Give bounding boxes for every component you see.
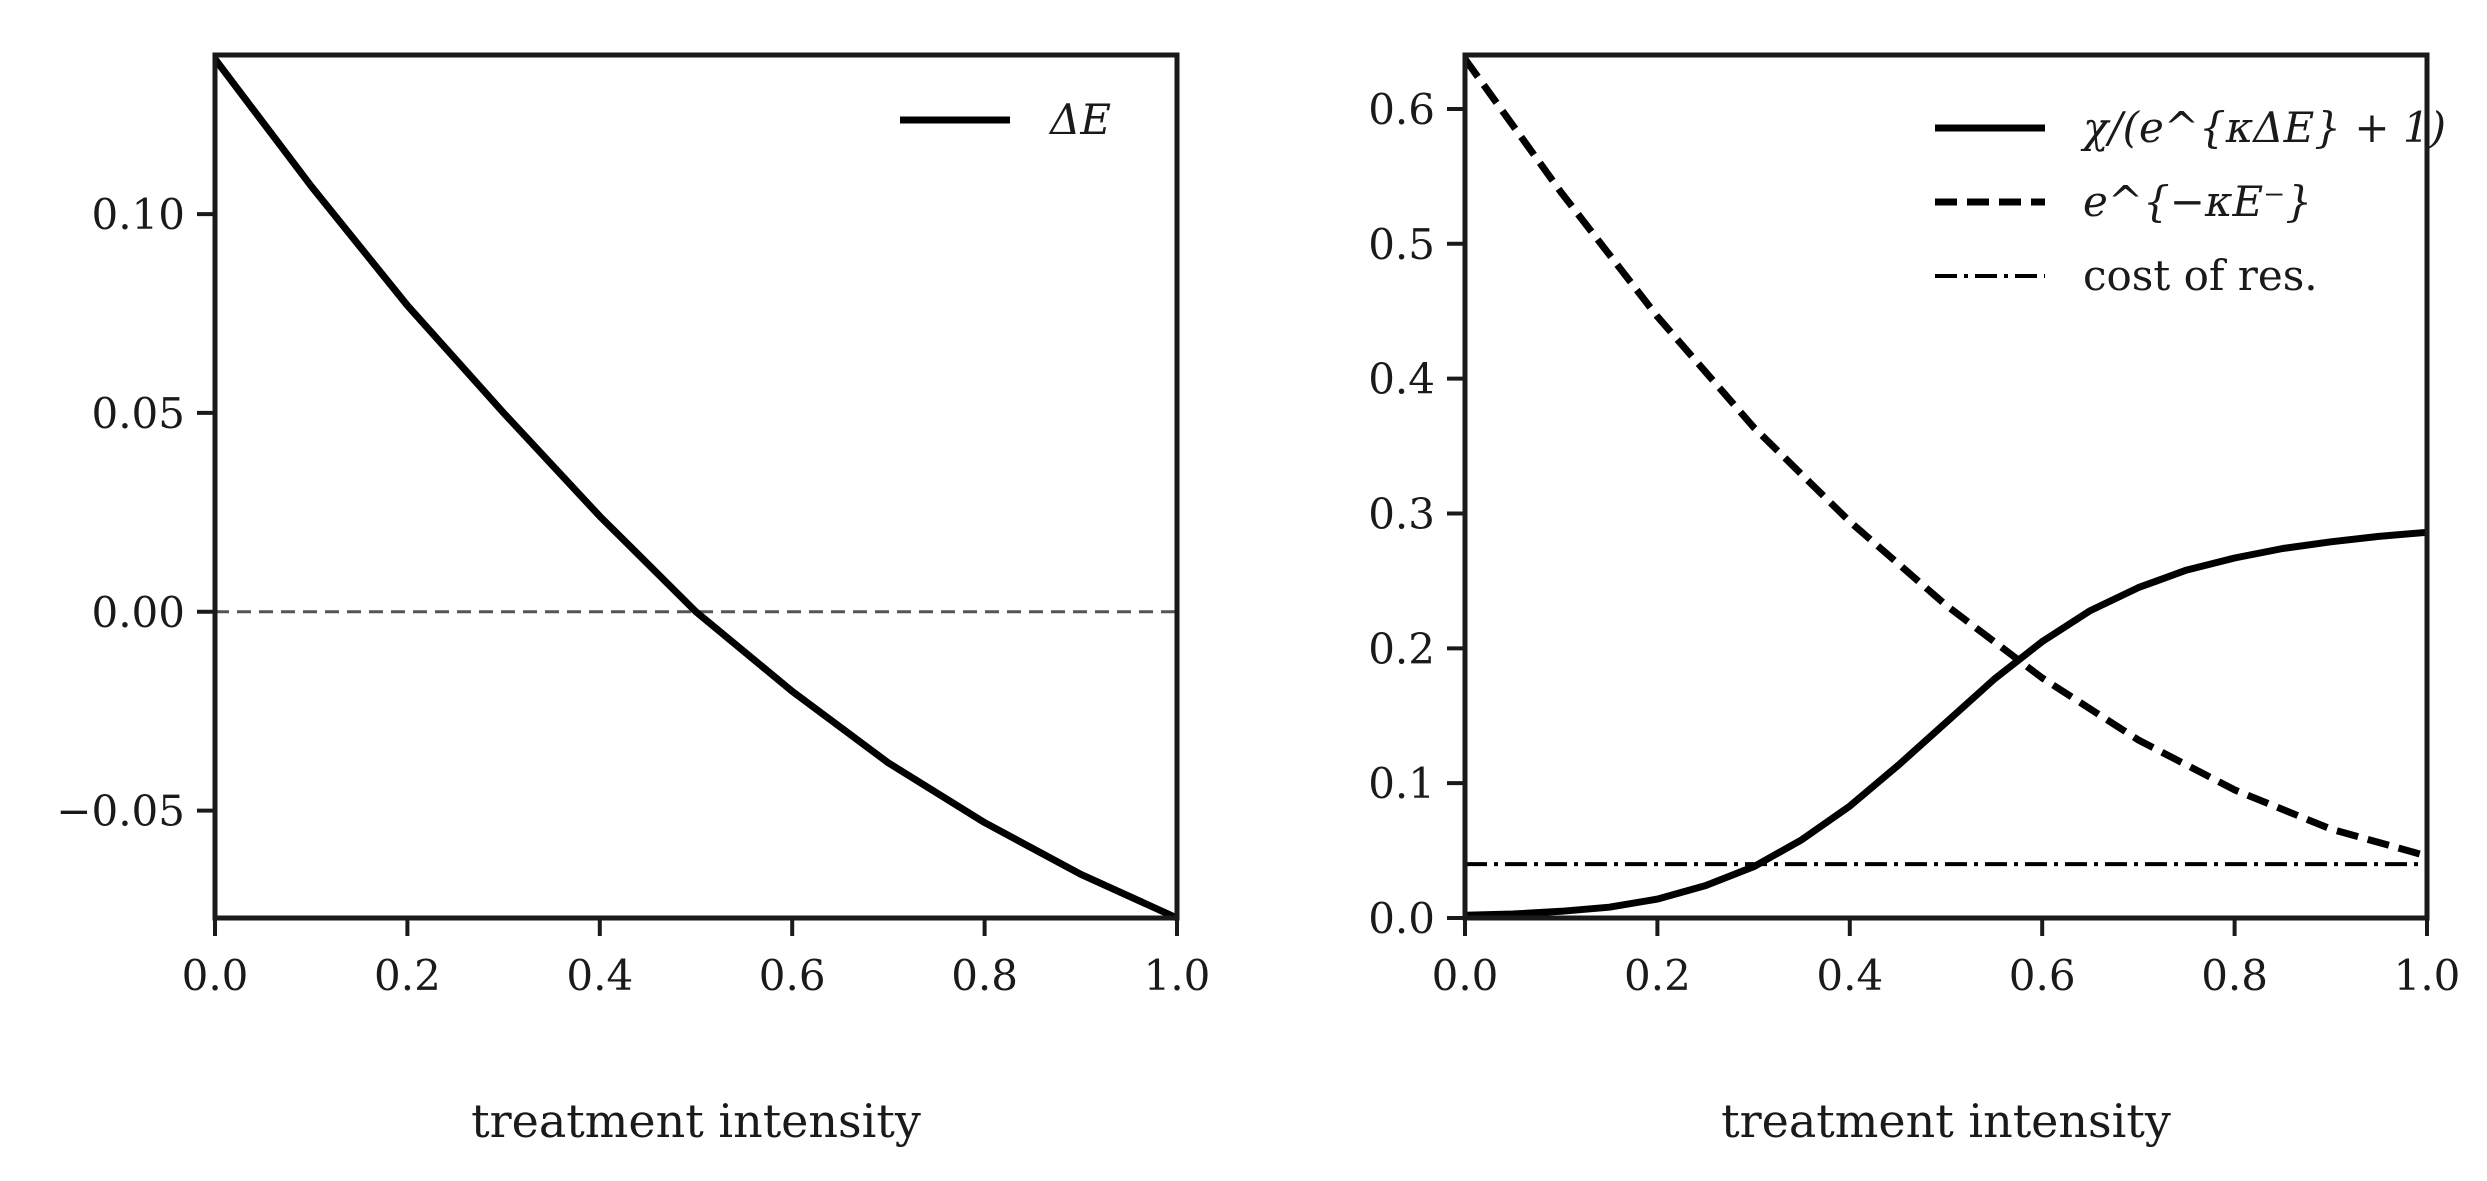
y-tick-label: −0.05 bbox=[56, 787, 185, 836]
x-tick-label: 0.4 bbox=[566, 951, 633, 1000]
x-tick-label: 0.8 bbox=[951, 951, 1018, 1000]
y-tick-label: 0.4 bbox=[1368, 355, 1435, 404]
x-tick-label: 0.6 bbox=[759, 951, 826, 1000]
series-group bbox=[1462, 56, 2428, 919]
x-tick-label: 0.0 bbox=[182, 951, 249, 1000]
plot-frame bbox=[212, 52, 1180, 921]
x-tick-label: 0.4 bbox=[1816, 951, 1883, 1000]
x-axis-ticks: 0.0 0.2 0.4 0.6 0.8 1.0 bbox=[1432, 918, 2461, 1000]
x-tick-label: 0.2 bbox=[1624, 951, 1691, 1000]
x-axis-ticks: 0.0 0.2 0.4 0.6 0.8 1.0 bbox=[182, 918, 1211, 1000]
legend: χ/(e^{κΔE} + 1) e^{−κE⁻} cost of res. bbox=[1935, 103, 2446, 300]
y-tick-label: 0.1 bbox=[1368, 759, 1435, 808]
legend-label-exp-term: e^{−κE⁻} bbox=[2083, 177, 2312, 226]
y-tick-label: 0.3 bbox=[1368, 489, 1435, 538]
plot-frame bbox=[1462, 52, 2430, 921]
y-tick-label: 0.10 bbox=[91, 190, 185, 239]
series-line-0 bbox=[212, 56, 1179, 922]
x-axis-label: treatment intensity bbox=[1721, 1094, 2171, 1148]
x-tick-label: 0.6 bbox=[2009, 951, 2076, 1000]
series-group bbox=[212, 56, 1179, 922]
y-axis-ticks: −0.05 0.00 0.05 0.10 bbox=[56, 190, 215, 836]
legend-label-chi-fraction: χ/(e^{κΔE} + 1) bbox=[2080, 103, 2446, 152]
series-line-0 bbox=[1464, 528, 2428, 919]
y-axis-ticks: 0.0 0.1 0.2 0.3 0.4 0.5 0.6 bbox=[1368, 85, 1465, 943]
x-tick-label: 0.2 bbox=[374, 951, 441, 1000]
probability-panel: 0.0 0.2 0.4 0.6 0.8 1.0 0.0 0.1 0.2 0.3 0.4 0.5 0.6… bbox=[1368, 52, 2461, 1148]
x-tick-label: 0.8 bbox=[2201, 951, 2268, 1000]
delta-e-panel: 0.0 0.2 0.4 0.6 0.8 1.0 −0.05 0.00 0.05 0.10 tre… bbox=[56, 52, 1211, 1148]
x-axis-label: treatment intensity bbox=[471, 1094, 921, 1148]
legend-label-cost-of-res: cost of res. bbox=[2083, 251, 2318, 300]
x-tick-label: 1.0 bbox=[2394, 951, 2461, 1000]
y-tick-label: 0.5 bbox=[1368, 220, 1435, 269]
series-line-1 bbox=[1462, 56, 2428, 860]
x-tick-label: 0.0 bbox=[1432, 951, 1499, 1000]
y-tick-label: 0.2 bbox=[1368, 624, 1435, 673]
y-tick-label: 0.0 bbox=[1368, 894, 1435, 943]
legend-label-delta-e: ΔE bbox=[1048, 95, 1111, 144]
y-tick-label: 0.00 bbox=[91, 588, 185, 637]
y-tick-label: 0.05 bbox=[91, 389, 185, 438]
y-tick-label: 0.6 bbox=[1368, 85, 1435, 134]
x-tick-label: 1.0 bbox=[1144, 951, 1211, 1000]
legend: ΔE bbox=[900, 95, 1111, 144]
